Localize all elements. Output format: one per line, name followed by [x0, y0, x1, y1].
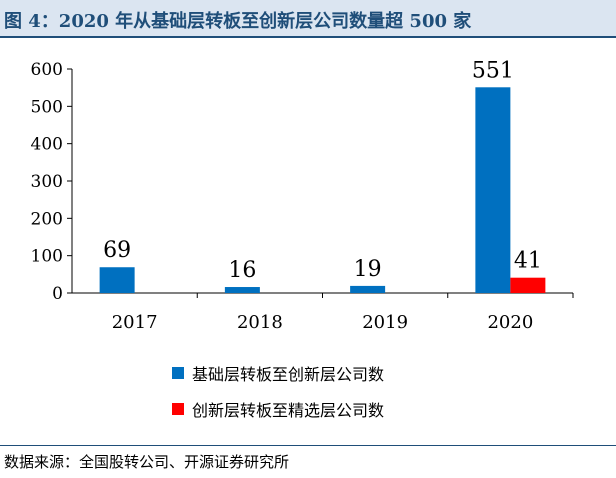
bar-series-1	[350, 285, 386, 293]
x-axis: 2017 2018 2019 2020	[72, 292, 574, 333]
legend: 基础层转板至创新层公司数 创新层转板至精选层公司数	[172, 362, 384, 434]
bar-series-1	[224, 287, 260, 293]
bar-series-2	[510, 277, 546, 293]
data-label: 16	[228, 258, 256, 283]
bar-chart: 0 100 200 300 400 500 600 2017 2018 2019 2020 69 1…	[31, 58, 574, 333]
source-divider	[0, 445, 616, 446]
legend-item-series-2: 创新层转板至精选层公司数	[172, 398, 384, 420]
figure-caption: 图 4：2020 年从基础层转板至创新层公司数量超 500 家	[4, 11, 472, 32]
y-tick-label: 600	[31, 60, 63, 80]
legend-label: 基础层转板至创新层公司数	[192, 365, 385, 384]
bars	[99, 87, 546, 293]
data-label: 551	[472, 58, 514, 83]
y-tick-label: 100	[31, 247, 63, 267]
x-tick-label: 2018	[237, 312, 283, 333]
data-label: 69	[103, 238, 131, 263]
data-label: 41	[514, 249, 542, 274]
legend-swatch-red	[172, 403, 184, 415]
data-labels: 69 16 19 551 41	[103, 58, 542, 283]
y-tick-label: 500	[31, 97, 63, 117]
x-tick-label: 2017	[112, 312, 158, 333]
y-tick-label: 400	[31, 135, 63, 155]
bar-series-1	[99, 267, 135, 293]
x-tick-label: 2019	[362, 312, 408, 333]
legend-item-series-1: 基础层转板至创新层公司数	[172, 362, 384, 384]
y-tick-label: 300	[31, 172, 63, 192]
y-tick-label: 200	[31, 209, 63, 229]
bar-series-1	[475, 87, 511, 293]
figure-header: 图 4：2020 年从基础层转板至创新层公司数量超 500 家	[0, 0, 616, 38]
y-tick-label: 0	[52, 284, 63, 304]
legend-label: 创新层转板至精选层公司数	[192, 401, 385, 420]
x-tick-label: 2020	[487, 312, 533, 333]
source-note: 数据来源：全国股转公司、开源证券研究所	[4, 453, 290, 471]
legend-swatch-blue	[172, 367, 184, 379]
y-axis: 0 100 200 300 400 500 600	[31, 60, 73, 304]
data-label: 19	[354, 257, 382, 282]
